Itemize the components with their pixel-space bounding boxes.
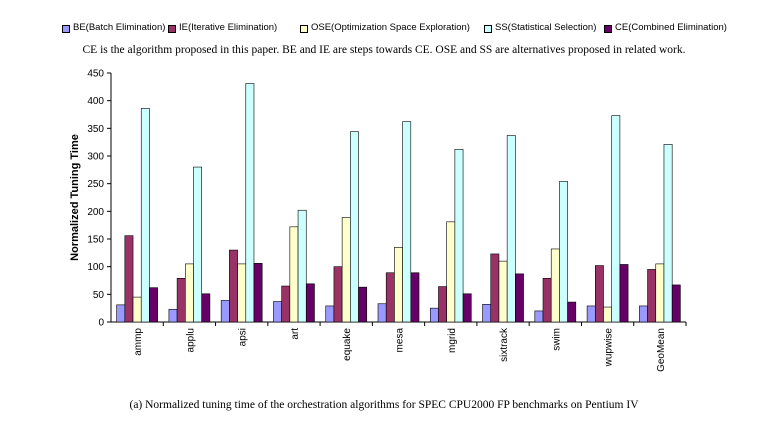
bar [193,166,203,323]
bar [446,221,456,323]
legend-label: OSE(Optimization Space Exploration) [311,22,470,33]
x-category-label: apsi [238,328,249,346]
bar [124,235,134,323]
figure-caption: (a) Normalized tuning time of the orches… [129,399,639,411]
y-tick-label: 150 [87,235,104,246]
bar [245,83,255,323]
bar [567,301,577,323]
bar [377,303,387,323]
x-category-label: art [290,328,301,340]
bar [237,263,247,323]
chart-legend: BE(Batch Elimination) IE(Iterative Elimin… [0,22,768,38]
legend-swatch [604,25,612,33]
chart-note: CE is the algorithm proposed in this pap… [82,44,686,56]
bar [429,307,439,323]
bar [201,293,211,323]
y-tick-label: 450 [87,69,104,80]
bar [185,263,194,323]
bar [647,269,657,323]
bar [438,286,447,323]
legend-swatch [62,25,70,33]
bar [410,272,420,323]
bar [325,305,335,323]
legend-label: IE(Iterative Elimination) [179,22,278,33]
y-tick-label: 400 [87,96,104,107]
legend-swatch [484,25,492,33]
bar [542,277,552,323]
bar [402,121,412,323]
bar [586,305,596,323]
bar [253,263,263,323]
bar [297,209,307,323]
x-category-label: equake [342,328,353,361]
bar [482,303,492,323]
bar [655,263,665,323]
x-category-label: swim [551,328,562,351]
bar [611,115,621,323]
bar [350,131,359,323]
bar [305,283,315,323]
x-category-label: mgrid [447,328,458,353]
bar [639,305,648,323]
bar [358,286,368,323]
bar [603,306,612,323]
bar [534,310,544,323]
bar [168,308,178,323]
x-category-label: mesa [395,328,406,353]
bar [385,272,395,323]
bar [462,293,472,323]
bar [394,247,403,323]
bar [220,300,230,323]
bar [506,135,516,323]
bar [498,260,508,323]
x-category-label: applu [185,328,196,352]
bar [619,264,629,323]
bar [176,277,186,323]
x-category-label: ammp [133,328,144,356]
bar [559,181,568,323]
bar [663,144,673,323]
bar [671,284,681,323]
bar [289,226,299,323]
legend-label: CE(Combined Elimination) [615,22,727,33]
bar [132,296,142,323]
bar [229,249,238,323]
y-tick-label: 100 [87,262,104,273]
x-category-label: sixtrack [499,327,510,362]
bar [490,253,500,323]
bar [550,248,560,323]
y-axis-label: Normalized Tuning Time [69,134,81,261]
bar [594,265,604,323]
x-category-label: GeoMean [656,328,667,372]
x-category-label: wupwise [604,328,615,368]
bar [273,301,282,323]
bar [116,304,126,323]
legend-swatch [300,25,308,33]
legend-label: SS(Statistical Selection) [495,22,597,33]
y-tick-label: 50 [93,290,105,301]
y-tick-label: 250 [87,179,104,190]
bar [454,149,464,323]
bar [281,285,291,323]
bar [333,266,343,323]
y-tick-label: 300 [87,152,104,163]
legend-label: BE(Batch Elimination) [73,22,166,33]
y-tick-label: 350 [87,124,104,135]
bar [149,287,158,323]
y-tick-label: 200 [87,207,104,218]
bar [515,273,524,323]
bar [341,217,351,323]
y-tick-label: 0 [98,318,104,329]
bar [140,108,150,323]
legend-swatch [168,25,176,33]
